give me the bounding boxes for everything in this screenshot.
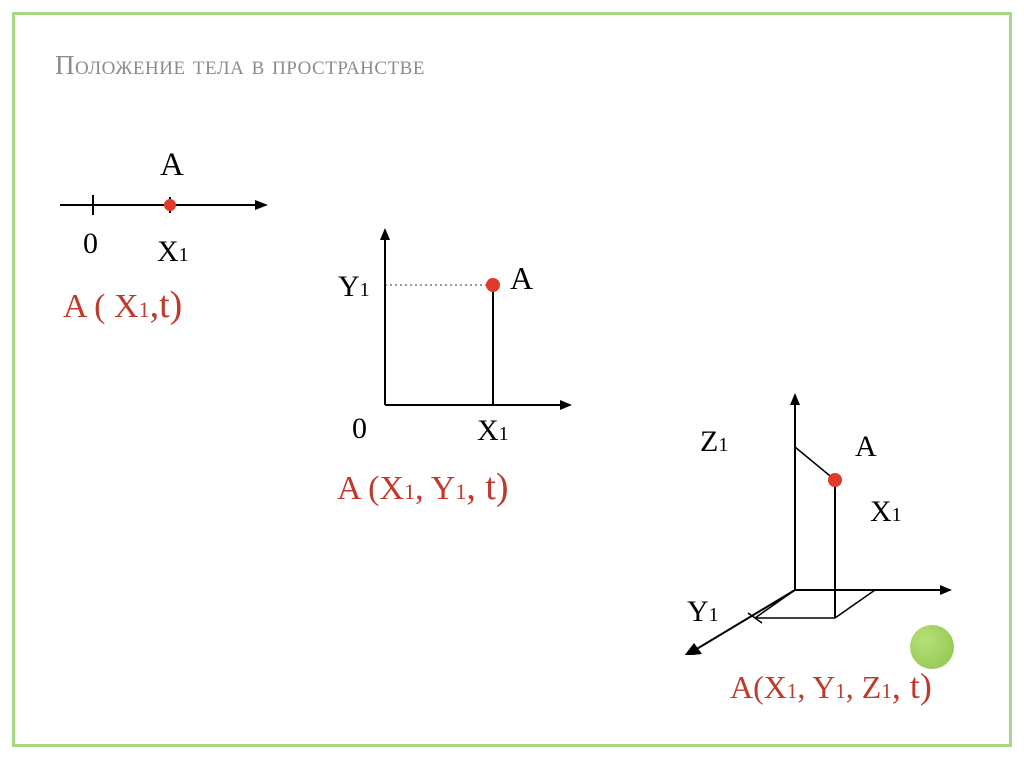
d3-X1: X1 [870,495,902,529]
d2-Y1: Y1 [338,270,370,304]
diagram-2d [350,225,580,425]
decoration-dot [910,625,954,669]
d2-formula: A (X1, Y1, t) [337,465,509,509]
d1-A: A [160,147,184,184]
d2-A: A [510,260,533,297]
d2-X1: X1 [477,414,509,448]
d1-formula: A ( X1,t) [63,283,182,327]
d1-X1: X1 [157,235,189,269]
diagram-1d [55,175,275,235]
d3-Z1: Z1 [700,425,728,459]
slide-title: Положение тела в пространстве [55,50,425,81]
d3-A: A [855,430,877,464]
d3-formula: A(X1, Y1, Z1, t) [730,665,932,707]
d2-zero: 0 [352,412,367,446]
d3-Y1: Y1 [687,595,719,629]
d1-zero: 0 [83,227,98,261]
